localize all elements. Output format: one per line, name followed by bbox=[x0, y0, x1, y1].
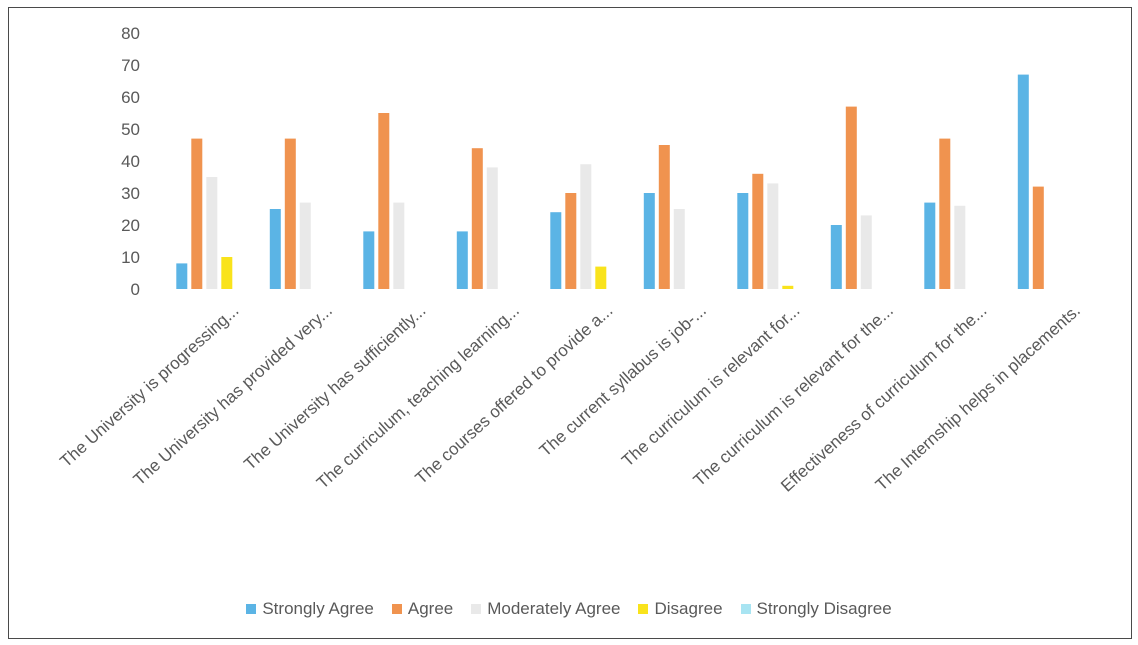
x-category-label: The University has provided very... bbox=[130, 301, 336, 489]
bar-agree bbox=[658, 145, 670, 289]
legend-label: Disagree bbox=[654, 599, 723, 618]
bar-moderately-agree bbox=[393, 202, 405, 289]
bar-moderately-agree bbox=[206, 177, 218, 289]
bar-disagree bbox=[782, 285, 794, 289]
bar-agree bbox=[845, 106, 857, 289]
x-category-label: The curriculum is relevant for... bbox=[618, 301, 803, 471]
bar-agree bbox=[378, 113, 390, 289]
bar-agree bbox=[939, 138, 951, 289]
bar-strongly-agree bbox=[1017, 74, 1029, 289]
x-category-label: The Internship helps in placements. bbox=[872, 301, 1084, 495]
bar-moderately-agree bbox=[767, 183, 779, 289]
bar-agree bbox=[565, 193, 577, 289]
bar-moderately-agree bbox=[673, 209, 685, 289]
legend: Strongly Agree Agree Moderately Agree Disag… bbox=[0, 596, 1138, 622]
y-axis-ticks: 0 10 20 30 40 50 60 70 80 bbox=[121, 24, 140, 299]
legend-swatch bbox=[471, 604, 482, 614]
legend-label: Agree bbox=[407, 599, 454, 618]
legend-label: Moderately Agree bbox=[487, 599, 621, 618]
bar-strongly-agree bbox=[924, 202, 936, 289]
bar-strongly-agree bbox=[550, 212, 562, 289]
legend-swatch bbox=[638, 604, 649, 614]
legend-item: Strongly Agree bbox=[246, 599, 374, 619]
legend-item: Strongly Disagree bbox=[740, 599, 892, 619]
bar-moderately-agree bbox=[486, 167, 498, 289]
bar-agree bbox=[284, 138, 296, 289]
x-category-label: The University has sufficiently... bbox=[240, 301, 429, 474]
bar-disagree bbox=[595, 266, 607, 289]
bar-strongly-agree bbox=[363, 231, 375, 289]
legend-swatch bbox=[740, 604, 751, 614]
x-axis-category-labels: The University is progressing...The Univ… bbox=[56, 301, 1084, 496]
bar-strongly-agree bbox=[269, 209, 281, 289]
y-tick-label: 0 bbox=[131, 280, 140, 299]
x-category-label: The courses offered to provide a... bbox=[412, 301, 617, 488]
y-tick-label: 10 bbox=[121, 248, 140, 267]
y-tick-label: 40 bbox=[121, 152, 140, 171]
legend-item: Agree bbox=[391, 599, 454, 619]
bar-strongly-agree bbox=[830, 225, 842, 289]
bar-strongly-agree bbox=[456, 231, 468, 289]
y-tick-label: 80 bbox=[121, 24, 140, 43]
bar-moderately-agree bbox=[580, 164, 592, 289]
y-tick-label: 30 bbox=[121, 184, 140, 203]
y-tick-label: 50 bbox=[121, 120, 140, 139]
bar-moderately-agree bbox=[299, 202, 311, 289]
legend-label: Strongly Disagree bbox=[756, 599, 892, 618]
bar-strongly-agree bbox=[643, 193, 655, 289]
bar-agree bbox=[471, 148, 483, 289]
y-tick-label: 70 bbox=[121, 56, 140, 75]
legend-item: Disagree bbox=[638, 599, 723, 619]
x-category-label: The current syllabus is job-... bbox=[536, 301, 710, 461]
x-category-label: The University is progressing... bbox=[56, 301, 242, 471]
bars bbox=[176, 74, 1044, 289]
legend-item: Moderately Agree bbox=[471, 599, 620, 619]
y-tick-label: 60 bbox=[121, 88, 140, 107]
bar-moderately-agree bbox=[954, 205, 966, 289]
bar-disagree bbox=[221, 257, 233, 289]
legend-label: Strongly Agree bbox=[262, 599, 374, 618]
bar-agree bbox=[752, 173, 764, 289]
chart-frame bbox=[8, 7, 1132, 639]
legend-swatch bbox=[246, 604, 257, 614]
x-category-label: Effectiveness of curriculum for the... bbox=[777, 301, 990, 496]
bar-agree bbox=[1032, 186, 1044, 289]
y-tick-label: 20 bbox=[121, 216, 140, 235]
bar-strongly-agree bbox=[737, 193, 749, 289]
legend-swatch bbox=[391, 604, 402, 614]
bar-moderately-agree bbox=[860, 215, 872, 289]
bar-strongly-agree bbox=[176, 263, 188, 289]
x-category-label: The curriculum is relevant for the... bbox=[690, 301, 897, 490]
x-category-label: The curriculum, teaching learning... bbox=[313, 301, 523, 493]
bar-agree bbox=[191, 138, 203, 289]
